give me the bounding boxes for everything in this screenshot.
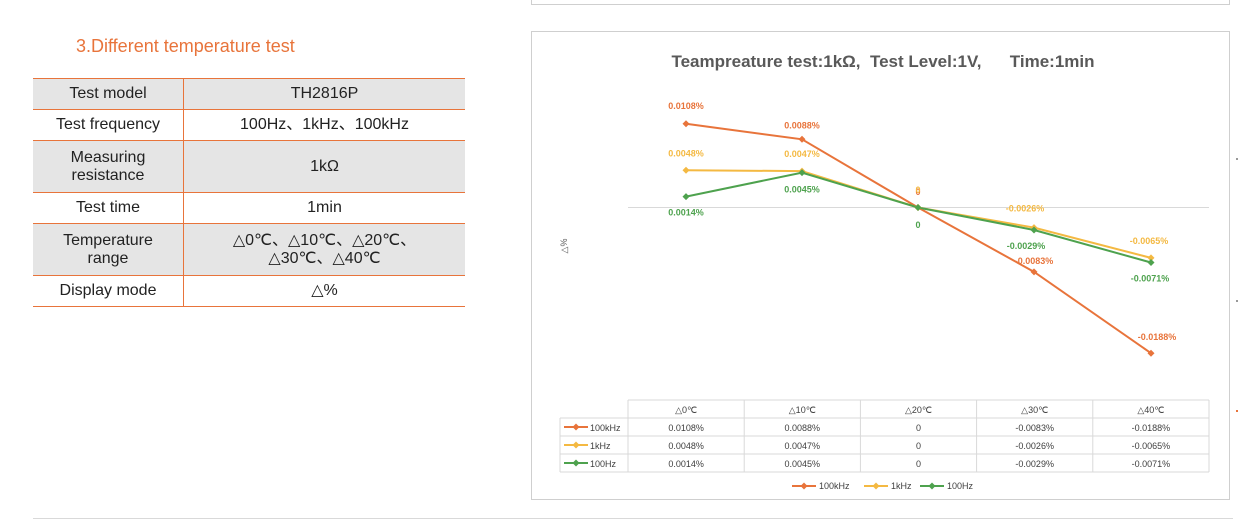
spec-row: Test model TH2816P — [33, 78, 465, 110]
bottom-divider — [33, 518, 1233, 519]
spec-value: △0℃、△10℃、△20℃、 △30℃、△40℃ — [183, 223, 465, 276]
upper-panel-frame — [531, 0, 1230, 5]
spec-label: Display mode — [33, 275, 184, 307]
spec-value: 1kΩ — [183, 140, 465, 193]
spec-value: TH2816P — [183, 78, 465, 110]
chart-panel — [531, 31, 1230, 500]
spec-row: Temperature range △0℃、△10℃、△20℃、 △30℃、△4… — [33, 223, 465, 276]
spec-value: △% — [183, 275, 465, 307]
spec-row: Test time 1min — [33, 192, 465, 224]
section-title: 3.Different temperature test — [76, 36, 295, 56]
spec-label: Test frequency — [33, 109, 184, 141]
edge-tick — [1236, 158, 1238, 160]
spec-label: Test time — [33, 192, 184, 224]
edge-tick — [1236, 300, 1238, 302]
spec-label: Measuring resistance — [33, 140, 184, 193]
spec-row: Display mode △% — [33, 275, 465, 307]
edge-tick — [1236, 410, 1238, 412]
spec-row: Measuring resistance 1kΩ — [33, 140, 465, 193]
spec-value: 1min — [183, 192, 465, 224]
spec-table: Test model TH2816P Test frequency 100Hz、… — [33, 78, 465, 307]
spec-value: 100Hz、1kHz、100kHz — [183, 109, 465, 141]
spec-row: Test frequency 100Hz、1kHz、100kHz — [33, 109, 465, 141]
spec-label: Test model — [33, 78, 184, 110]
spec-label: Temperature range — [33, 223, 184, 276]
